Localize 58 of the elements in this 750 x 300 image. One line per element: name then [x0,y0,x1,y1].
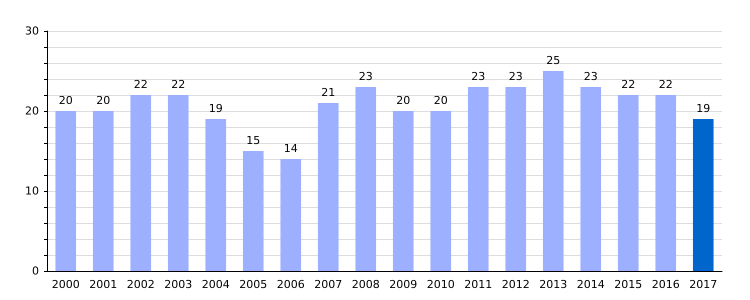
bar [280,159,302,271]
bar [92,111,114,271]
y-tick-label: 10 [25,184,39,198]
bar [355,87,376,271]
x-tick-label: 2000 [52,278,80,291]
bar [168,95,189,271]
x-tick-label: 2004 [202,278,230,291]
bar [130,95,152,271]
data-label: 19 [208,102,223,115]
bar [618,95,639,271]
bar [655,95,676,271]
data-label: 22 [171,78,186,91]
x-tick-label: 2011 [464,278,492,291]
bar [392,111,414,271]
bar [692,119,714,271]
data-label: 22 [134,78,148,91]
x-tick-label: 2005 [239,278,268,291]
data-label: 23 [584,70,598,83]
x-tick-label: 2017 [689,278,718,291]
x-tick-label: 2002 [126,278,155,291]
bar [505,87,526,271]
x-tick-label: 2007 [314,278,342,291]
data-label: 20 [434,94,448,107]
x-tick-label: 2009 [389,278,418,291]
x-tick-label: 2003 [164,278,192,291]
x-tick-label: 2010 [426,278,455,291]
data-label: 15 [246,134,260,147]
data-label: 23 [508,70,523,83]
x-tick-label: 2001 [89,278,118,291]
x-tick-label: 2015 [614,278,642,291]
data-label: 23 [358,70,373,83]
data-label: 20 [96,94,110,107]
data-label: 21 [321,86,336,99]
bar [430,111,452,271]
bar [542,71,564,271]
data-label: 20 [58,94,73,107]
data-label: 14 [284,142,298,155]
x-tick-label: 2014 [576,278,605,291]
data-label: 25 [546,54,560,67]
x-tick-label: 2016 [652,278,680,291]
data-label: 22 [658,78,673,91]
bar [468,87,489,271]
bar [580,87,602,271]
bar [55,111,76,271]
x-tick-label: 2006 [276,278,305,291]
y-tick-label: 30 [25,24,39,38]
data-label: 23 [471,70,486,83]
data-label: 20 [396,94,410,107]
y-tick-label: 20 [25,104,39,118]
x-tick-label: 2008 [352,278,380,291]
x-tick-label: 2013 [539,278,568,291]
bar [242,151,264,271]
data-label: 22 [621,78,636,91]
y-tick-label: 0 [32,264,39,278]
data-label: 19 [696,102,710,115]
bar [205,119,226,271]
bar [318,103,339,271]
x-tick-label: 2012 [502,278,530,291]
